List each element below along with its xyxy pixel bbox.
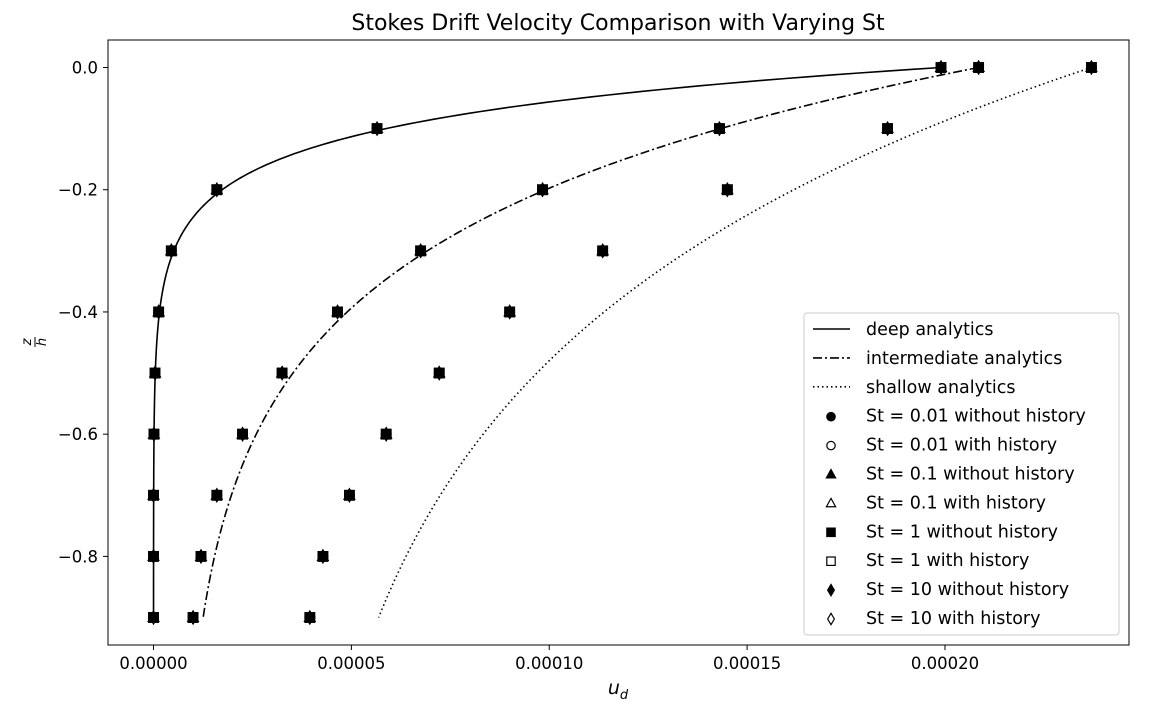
data-point-intermediate [196,548,206,565]
data-point-intermediate [332,304,343,320]
legend-label: shallow analytics [866,378,1015,398]
data-point-shallow [305,609,315,626]
data-point-intermediate [212,487,222,503]
legend-label: St = 0.01 with history [866,436,1057,456]
x-tick-label: 0.00020 [911,654,979,673]
x-axis-label: ud [608,677,629,703]
data-point-intermediate [714,120,724,137]
data-point-shallow [1086,59,1096,76]
shallow-analytics-line [377,66,1092,618]
data-point-deep [372,120,382,137]
legend-marker-triangle [825,497,837,508]
data-point-deep [148,487,159,503]
legend-marker-diamond [826,583,836,597]
legend: deep analytics intermediate analytics shal… [803,312,1120,636]
analytic-curves [152,66,1092,618]
legend-marker-triangle [825,468,837,479]
legend-marker-circle [826,440,836,451]
data-point-intermediate [238,426,248,442]
legend-label: St = 10 without history [866,580,1069,600]
chart-title: Stokes Drift Velocity Comparison with Va… [351,11,885,36]
plot-frame [107,39,1130,646]
data-point-intermediate [188,609,198,626]
data-point-shallow [722,182,732,198]
data-point-shallow [381,426,391,442]
x-tick-label: 0.00000 [119,654,187,673]
axis-ticks: 0.00000 0.00005 0.00010 0.00015 0.00020 0.0 −0… [58,59,979,674]
y-tick-label: −0.4 [58,303,98,322]
data-point-deep [154,304,164,320]
x-tick-label: 0.00010 [515,654,583,673]
x-tick-label: 0.00015 [713,654,781,673]
y-tick-label: −0.2 [58,181,98,200]
data-point-shallow [344,487,354,503]
y-tick-label: 0.0 [72,59,98,78]
legend-label: St = 1 with history [866,551,1029,571]
deep-analytics-line [152,66,942,618]
legend-label: St = 0.1 without history [866,465,1075,485]
data-point-shallow [883,120,893,137]
x-tick-label: 0.00005 [317,654,385,673]
data-point-deep [148,609,159,626]
data-point-shallow [318,548,328,565]
svg-text:z: z [20,337,35,346]
data-point-deep [212,182,222,198]
data-point-deep [149,426,159,442]
y-axis-label: z h [20,337,50,347]
data-point-intermediate [416,243,426,259]
y-tick-label: −0.6 [58,425,98,444]
data-point-deep [150,365,160,381]
legend-marker-square [826,556,836,566]
legend-label: St = 10 with history [866,609,1040,629]
legend-marker-diamond [826,612,836,626]
data-point-shallow [598,243,608,259]
intermediate-analytics-line [202,66,979,618]
data-point-deep [936,59,946,76]
data-point-shallow [505,304,515,320]
legend-label: St = 0.1 with history [866,493,1046,513]
legend-label: deep analytics [866,320,994,340]
data-point-intermediate [277,365,287,381]
data-point-shallow [434,365,444,381]
legend-box [803,312,1120,636]
data-point-intermediate [537,182,548,198]
legend-marker-circle [826,411,836,422]
data-markers [147,59,1098,626]
legend-label: St = 0.01 without history [866,407,1086,427]
data-point-deep [148,548,159,565]
svg-text:h: h [35,338,50,346]
legend-marker-square [826,527,836,538]
y-tick-label: −0.8 [58,547,98,566]
legend-label: St = 1 without history [866,522,1058,542]
legend-label: intermediate analytics [866,349,1062,369]
data-point-deep [166,243,176,259]
data-point-intermediate [974,59,984,76]
